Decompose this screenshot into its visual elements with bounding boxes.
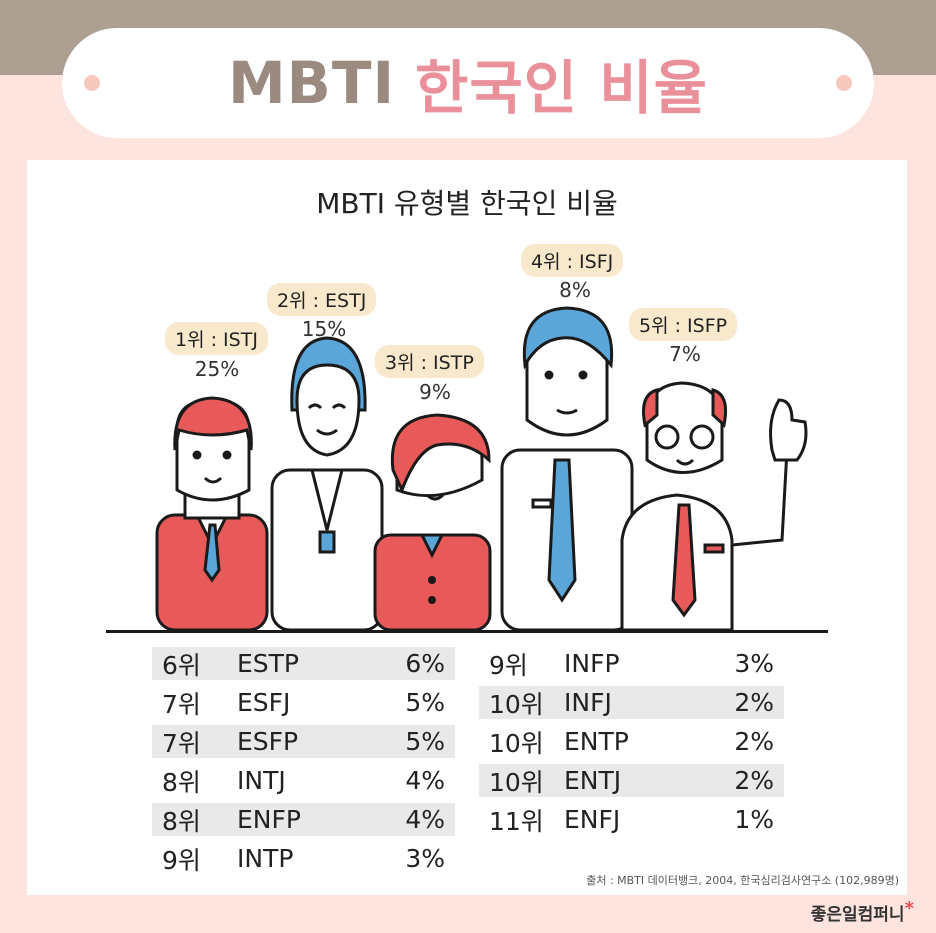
people-illustration	[155, 306, 808, 632]
table-row: 9위 INFP 3%	[479, 647, 784, 680]
row-pct: 3%	[405, 844, 445, 873]
table-row: 10위 INFJ 2%	[479, 686, 784, 719]
card-subtitle: MBTI 유형별 한국인 비율	[316, 187, 618, 220]
rank-label-4: 4위 : ISFJ	[521, 244, 624, 277]
row-type: INFP	[564, 649, 620, 678]
content-card: MBTI 유형별 한국인 비율	[27, 160, 907, 895]
ground-line	[106, 630, 828, 633]
table-row: 9위 INTP 3%	[152, 842, 455, 875]
row-type: INFJ	[564, 688, 612, 717]
brand-name: 좋은일컴퍼니	[810, 905, 905, 925]
rank-pct-4: 8%	[559, 278, 591, 302]
row-rank: 7위	[162, 689, 201, 719]
row-pct: 5%	[405, 688, 445, 717]
person-isfp	[620, 381, 808, 632]
banner-dot-left	[84, 75, 100, 91]
rank-pct-3: 9%	[419, 380, 451, 404]
table-row: 8위 ENFP 4%	[152, 803, 455, 836]
row-type: ESFP	[237, 727, 299, 756]
row-pct: 2%	[734, 727, 774, 756]
person-istj	[155, 396, 269, 632]
row-pct: 4%	[405, 805, 445, 834]
row-rank: 10위	[489, 689, 544, 719]
rank-label-2: 2위 : ESTJ	[267, 283, 377, 316]
source-note: 출처 : MBTI 데이터뱅크, 2004, 한국심리검사연구소 (102,98…	[586, 874, 899, 887]
row-type: ENTJ	[564, 766, 622, 795]
row-rank: 8위	[162, 806, 201, 836]
title-korean: 한국인 비율	[415, 54, 709, 122]
row-type: ESFJ	[237, 688, 291, 717]
rank-pct-5: 7%	[669, 342, 701, 366]
row-type: ENFJ	[564, 805, 621, 834]
rank-label-1: 1위 : ISTJ	[165, 322, 268, 355]
page-title: MBTI 한국인 비율	[62, 28, 874, 138]
table-row: 8위 INTJ 4%	[152, 764, 455, 797]
row-rank: 10위	[489, 767, 544, 797]
row-type: ENTP	[564, 727, 629, 756]
brand-star-icon: *	[904, 898, 914, 919]
row-type: ENFP	[237, 805, 301, 834]
table-row: 7위 ESFP 5%	[152, 725, 455, 758]
row-pct: 6%	[405, 649, 445, 678]
rank-label-3: 3위 : ISTP	[375, 345, 484, 378]
row-type: INTP	[237, 844, 294, 873]
table-row: 10위 ENTP 2%	[479, 725, 784, 758]
row-pct: 2%	[734, 766, 774, 795]
person-estj	[270, 336, 384, 632]
banner-dot-right	[836, 75, 852, 91]
row-pct: 4%	[405, 766, 445, 795]
row-rank: 6위	[162, 650, 201, 680]
row-rank: 9위	[162, 845, 201, 875]
rank-label-5: 5위 : ISFP	[629, 308, 738, 341]
row-rank: 9위	[489, 650, 528, 680]
row-pct: 3%	[734, 649, 774, 678]
row-pct: 1%	[734, 805, 774, 834]
row-pct: 5%	[405, 727, 445, 756]
rank-pct-1: 25%	[194, 357, 240, 381]
person-istp	[373, 413, 492, 632]
title-banner: MBTI 한국인 비율	[62, 28, 874, 138]
table-row: 10위 ENTJ 2%	[479, 764, 784, 797]
row-type: INTJ	[237, 766, 286, 795]
title-mbti: MBTI	[227, 49, 396, 117]
row-rank: 7위	[162, 728, 201, 758]
brand-logo: 좋은일컴퍼니*	[810, 898, 914, 925]
row-rank: 8위	[162, 767, 201, 797]
table-row: 6위 ESTP 6%	[152, 647, 455, 680]
row-pct: 2%	[734, 688, 774, 717]
row-rank: 10위	[489, 728, 544, 758]
table-row: 7위 ESFJ 5%	[152, 686, 455, 719]
row-type: ESTP	[237, 649, 300, 678]
person-isfj	[500, 306, 634, 632]
row-rank: 11위	[489, 806, 544, 836]
table-row: 11위 ENFJ 1%	[479, 803, 784, 836]
rank-pct-2: 15%	[301, 317, 347, 341]
